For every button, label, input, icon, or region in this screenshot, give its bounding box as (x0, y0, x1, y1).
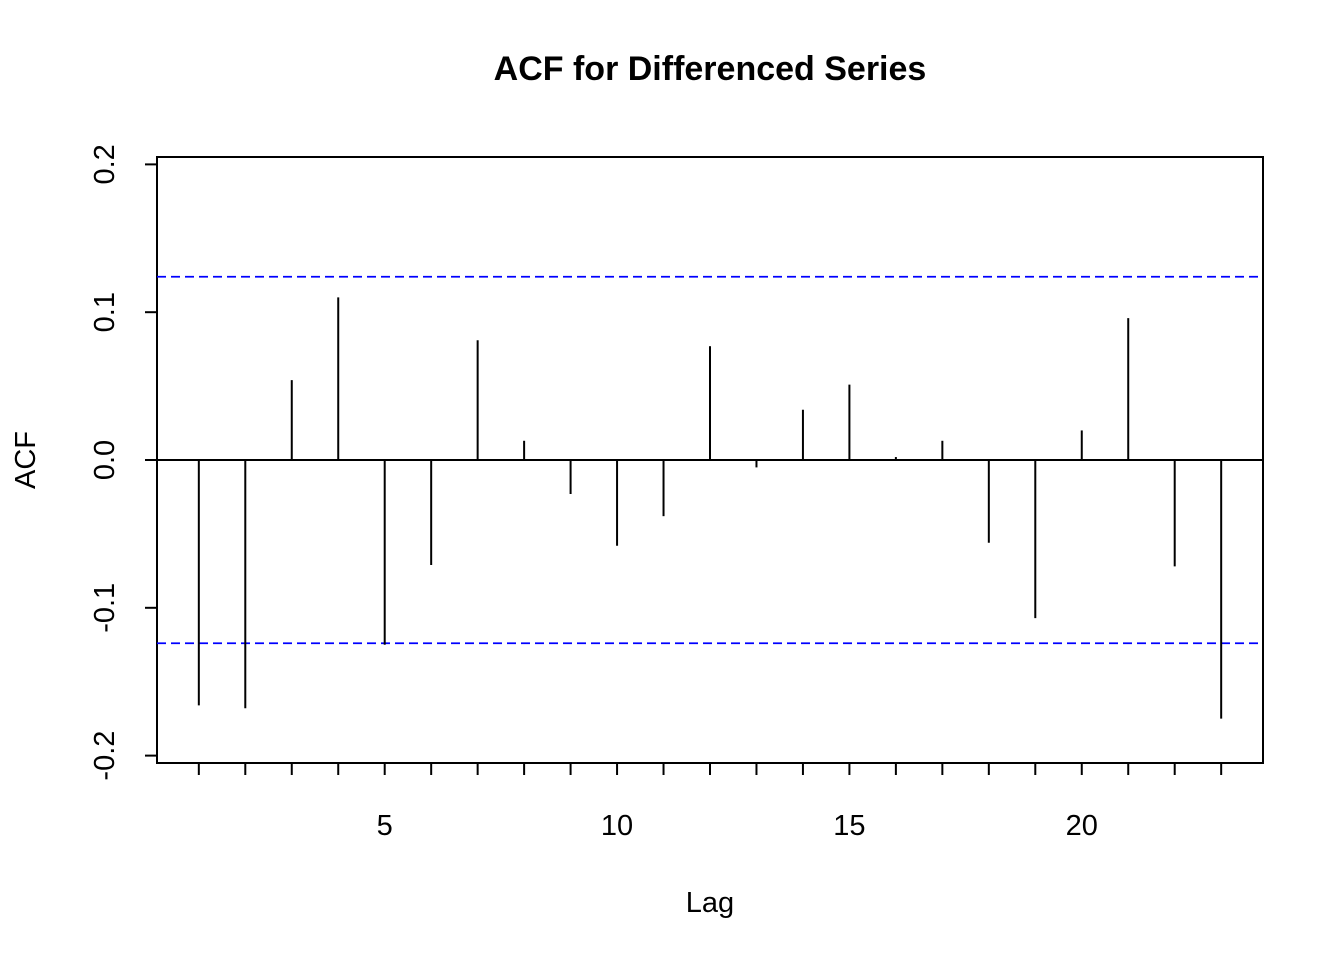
y-tick-label: 0.1 (89, 292, 121, 332)
x-tick-label: 5 (377, 810, 393, 842)
chart-title: ACF for Differenced Series (494, 50, 927, 88)
y-tick-label: 0.2 (89, 144, 121, 184)
confidence-bounds (157, 275, 1263, 645)
x-axis-label: Lag (686, 887, 734, 919)
x-tick-label: 15 (833, 810, 865, 842)
x-tick-label: 10 (601, 810, 633, 842)
y-tick-label: 0.0 (89, 440, 121, 480)
y-axis-label: ACF (10, 431, 42, 489)
y-tick-label: -0.2 (89, 731, 121, 781)
x-axis: 5 10 15 20 (197, 762, 1223, 842)
x-tick-label: 20 (1066, 810, 1098, 842)
y-tick-label: -0.1 (89, 583, 121, 633)
acf-spikes (197, 297, 1223, 719)
y-axis: -0.2 -0.1 0.0 0.1 0.2 (89, 144, 158, 781)
